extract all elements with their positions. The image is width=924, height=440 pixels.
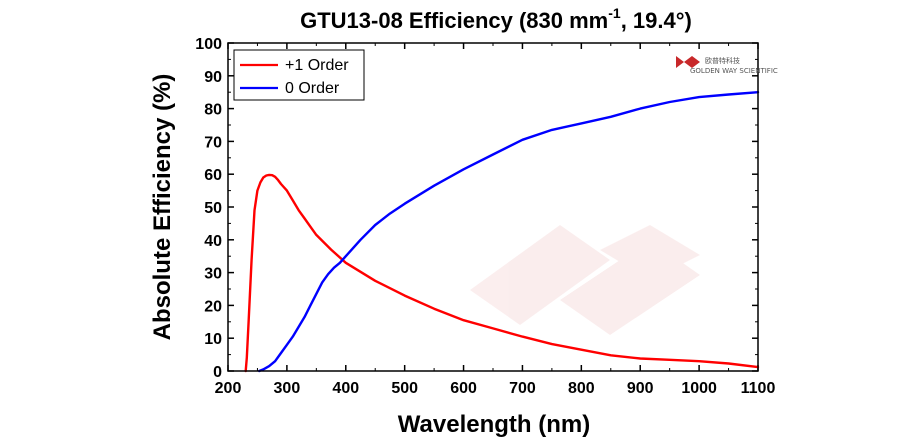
axis-tick-labels: 200 300 400 500 600 700 800 900 1000 1100 0 10 20 30 4…: [195, 36, 775, 397]
x-tick-label: 900: [627, 380, 654, 397]
y-axis-title: Absolute Efficiency (%): [149, 74, 176, 341]
x-tick-label: 400: [332, 380, 359, 397]
logo-subtext: GOLDEN WAY SCIENTIFIC: [690, 67, 778, 75]
y-tick-label: 50: [204, 200, 222, 217]
logo-mark-icon: [676, 56, 700, 68]
y-tick-label: 80: [204, 102, 222, 119]
chart-title-superscript: -1: [608, 5, 621, 21]
plot-frame: [227, 42, 759, 372]
chart-title: GTU13-08 Efficiency (830 mm-1, 19.4°): [300, 5, 692, 33]
company-logo: 欧普特科技 GOLDEN WAY SCIENTIFIC: [676, 56, 778, 75]
legend: +1 Order 0 Order: [233, 49, 365, 101]
chart-title-suffix: , 19.4°): [621, 8, 692, 33]
x-tick-label: 500: [391, 380, 418, 397]
y-tick-label: 10: [204, 331, 222, 348]
y-tick-label: 100: [195, 36, 222, 53]
y-tick-label: 20: [204, 298, 222, 315]
series-line-plus1-order: [244, 173, 760, 373]
x-tick-label: 1100: [741, 380, 776, 397]
logo-text: 欧普特科技: [705, 56, 740, 65]
watermark-graphic: [470, 225, 700, 335]
y-tick-label: 40: [204, 233, 222, 250]
legend-label-plus1: +1 Order: [285, 57, 349, 74]
y-tick-label: 60: [204, 167, 222, 184]
y-tick-label: 0: [213, 364, 222, 381]
y-tick-label: 30: [204, 266, 222, 283]
x-tick-label: 800: [568, 380, 595, 397]
series-line-zero-order: [258, 90, 760, 373]
y-tick-label: 90: [204, 69, 222, 86]
x-tick-label: 700: [509, 380, 536, 397]
y-tick-label: 70: [204, 134, 222, 151]
legend-label-zero: 0 Order: [285, 80, 340, 97]
x-axis-title: Wavelength (nm): [398, 411, 590, 438]
x-tick-label: 1000: [681, 380, 717, 397]
x-tick-label: 600: [450, 380, 477, 397]
legend-box: [233, 49, 365, 101]
x-tick-label: 300: [274, 380, 301, 397]
series-lines: [244, 90, 760, 373]
x-tick-label: 200: [215, 380, 242, 397]
